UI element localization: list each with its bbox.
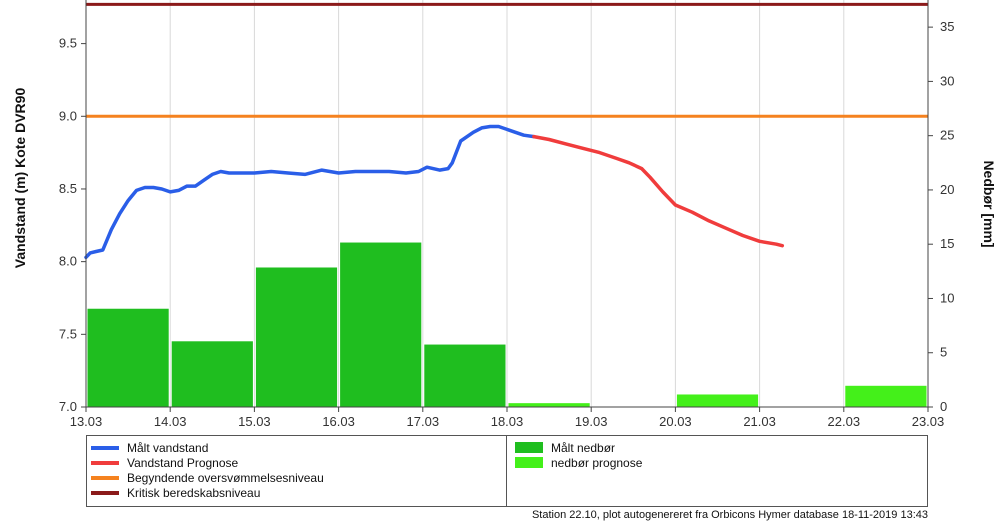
water-level-lines [84,124,785,260]
precipitation-bar [844,384,928,408]
legend-item-begyndende-oversvoemmelse: Begyndende oversvømmelsesniveau [91,470,324,485]
water-level-series-line [84,124,536,260]
y-left-tick-label: 7.0 [59,399,77,414]
x-tick-label: 20.03 [659,414,692,429]
legend-label: Kritisk beredskabsniveau [127,485,261,500]
chart: 13.03 14.03 15.03 16.03 17.03 18.03 19.03 20.03… [12,0,997,429]
water-level-series-line [532,134,785,248]
x-tick-label: 18.03 [491,414,524,429]
legend-swatch-green [515,442,543,453]
y-left-tick-label: 8.0 [59,254,77,269]
legend-item-nedboer-prognose: nedbør prognose [515,455,642,470]
y-right-tick-label: 5 [940,345,947,360]
precipitation-bar [170,340,254,408]
legend-item-kritisk-beredskab: Kritisk beredskabsniveau [91,485,324,500]
y-left-tick-label: 9.0 [59,108,77,123]
x-tick-label: 16.03 [322,414,355,429]
y-right-tick-label: 15 [940,236,954,251]
y-right-tick-label: 25 [940,128,954,143]
x-tick-label: 14.03 [154,414,187,429]
y-left-tick-label: 8.5 [59,181,77,196]
footer-caption: Station 22.10, plot autogenereret fra Or… [531,509,928,521]
legend-swatch-darkred [91,490,119,495]
legend-label: Vandstand Prognose [127,455,239,470]
y-right-tick-label: 10 [940,290,954,305]
precipitation-bar [339,241,423,408]
precipitation-bar [675,393,760,408]
y-left-tick-label: 9.5 [59,36,77,51]
precipitation-bar [86,307,170,408]
threshold-lines [86,2,928,118]
right-axis-title: Nedbør [mm] [981,160,997,247]
legend-label: Målt vandstand [127,440,209,455]
legend-column-left: Målt vandstand Vandstand Prognose Begynd… [91,440,324,500]
x-tick-label: 17.03 [407,414,440,429]
legend-label: Begyndende oversvømmelsesniveau [127,470,324,485]
y-right-tick-label: 20 [940,182,954,197]
legend-swatch-orange [91,475,119,480]
x-tick-label: 21.03 [743,414,776,429]
y-right-tick-label: 30 [940,73,954,88]
x-tick-label: 13.03 [70,414,103,429]
legend-column-right: Målt nedbør nedbør prognose [515,440,642,470]
tick-labels: 13.03 14.03 15.03 16.03 17.03 18.03 19.03 20.03… [59,19,955,429]
legend-swatch-lightgreen [515,457,543,468]
x-tick-label: 23.03 [912,414,945,429]
legend-label: nedbør prognose [551,455,643,470]
x-tick-label: 15.03 [238,414,271,429]
y-right-tick-label: 35 [940,19,954,34]
legend-item-maalt-vandstand: Målt vandstand [91,440,324,455]
legend: Målt vandstand Vandstand Prognose Begynd… [86,435,928,507]
y-right-tick-label: 0 [940,399,947,414]
x-tick-label: 22.03 [828,414,861,429]
x-tick-label: 19.03 [575,414,608,429]
precipitation-bar [254,266,339,408]
precipitation-bar [423,343,507,408]
legend-divider [506,436,507,506]
left-axis-title: Vandstand (m) Kote DVR90 [12,88,28,269]
y-left-tick-label: 7.5 [59,326,77,341]
legend-label: Målt nedbør [551,440,616,455]
precipitation-bar [507,402,591,408]
legend-item-maalt-nedboer: Målt nedbør [515,440,642,455]
legend-item-vandstand-prognose: Vandstand Prognose [91,455,324,470]
grid-lines [169,0,845,407]
legend-swatch-blue [91,445,119,450]
legend-swatch-red [91,460,119,465]
precipitation-bars [86,241,928,408]
